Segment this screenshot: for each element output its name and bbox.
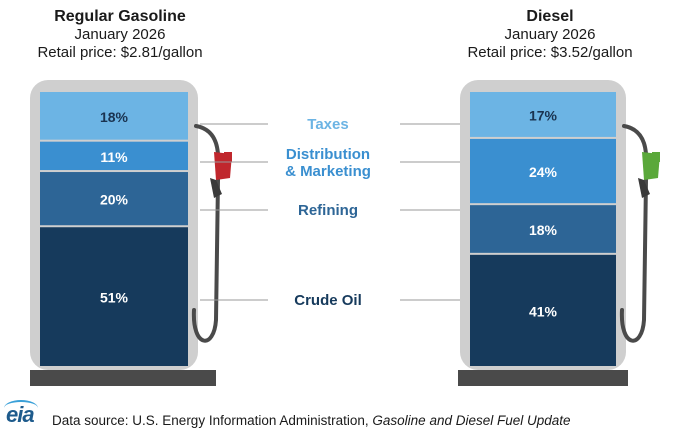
diesel-segment-label-crude-oil: 41%: [529, 303, 558, 319]
diesel-segment-taxes: [470, 92, 616, 137]
eia-logo: eia: [6, 402, 35, 427]
diesel-segment-distribution-marketing: [470, 138, 616, 204]
data-source: Data source: U.S. Energy Information Adm…: [52, 413, 571, 428]
component-label-line: Taxes: [307, 116, 348, 133]
gasoline-segment-crude-oil: [40, 227, 188, 366]
diesel-nozzle-tip: [652, 152, 660, 162]
fuel-price-infographic: 18% 11% 20% 51% 17% 24% 18% 41% Taxes Distributio…: [30, 80, 660, 386]
gasoline-price: Retail price: $2.81/gallon: [37, 44, 203, 61]
diesel-segment-label-taxes: 17%: [529, 107, 558, 123]
gasoline-segment-refining: [40, 172, 188, 226]
gasoline-title: Regular Gasoline: [54, 8, 186, 25]
diesel-hose: [619, 124, 649, 343]
gasoline-pump-base: [30, 370, 216, 386]
component-label-taxes: Taxes: [307, 116, 348, 133]
gasoline-nozzle-guard: [210, 178, 222, 198]
component-label-line: & Marketing: [285, 163, 371, 180]
gasoline-segment-label-distribution-marketing: 11%: [100, 149, 128, 165]
diesel-header: Diesel January 2026 Retail price: $3.52/…: [430, 8, 670, 62]
diesel-segment-crude-oil: [470, 254, 616, 366]
data-source-publication: Gasoline and Diesel Fuel Update: [372, 413, 571, 428]
diesel-pump-base: [458, 370, 628, 386]
footer: eia Data source: U.S. Energy Information…: [0, 400, 679, 440]
component-label-line: Refining: [298, 202, 358, 219]
gasoline-header: Regular Gasoline January 2026 Retail pri…: [0, 8, 240, 62]
diesel-date: January 2026: [504, 26, 596, 43]
diesel-segment-label-refining: 18%: [529, 222, 558, 238]
data-source-text: Data source: U.S. Energy Information Adm…: [52, 413, 373, 428]
eia-logo-arc: [4, 400, 38, 416]
gasoline-date: January 2026: [74, 26, 166, 43]
gasoline-nozzle-tip: [224, 152, 232, 162]
diesel-title: Diesel: [526, 8, 574, 25]
gasoline-segment-label-crude-oil: 51%: [100, 290, 129, 306]
diesel-nozzle-icon: [619, 124, 660, 343]
diesel-segment-refining: [470, 205, 616, 253]
gasoline-segment-label-refining: 20%: [100, 192, 129, 208]
gasoline-segment-label-taxes: 18%: [100, 109, 129, 125]
gasoline-hose: [191, 124, 221, 343]
component-label-line: Distribution: [286, 146, 370, 163]
diesel-price: Retail price: $3.52/gallon: [467, 44, 633, 61]
diesel-segment-label-distribution-marketing: 24%: [529, 164, 558, 180]
component-label-distribution-marketing: Distribution & Marketing: [285, 146, 371, 180]
component-label-crude-oil: Crude Oil: [294, 292, 362, 309]
component-label-line: Crude Oil: [294, 292, 362, 309]
diesel-nozzle-guard: [638, 178, 650, 198]
component-label-refining: Refining: [298, 202, 358, 219]
gasoline-segment-taxes: [40, 92, 188, 140]
gasoline-nozzle-icon: [191, 124, 232, 343]
gasoline-segment-distribution-marketing: [40, 141, 188, 171]
